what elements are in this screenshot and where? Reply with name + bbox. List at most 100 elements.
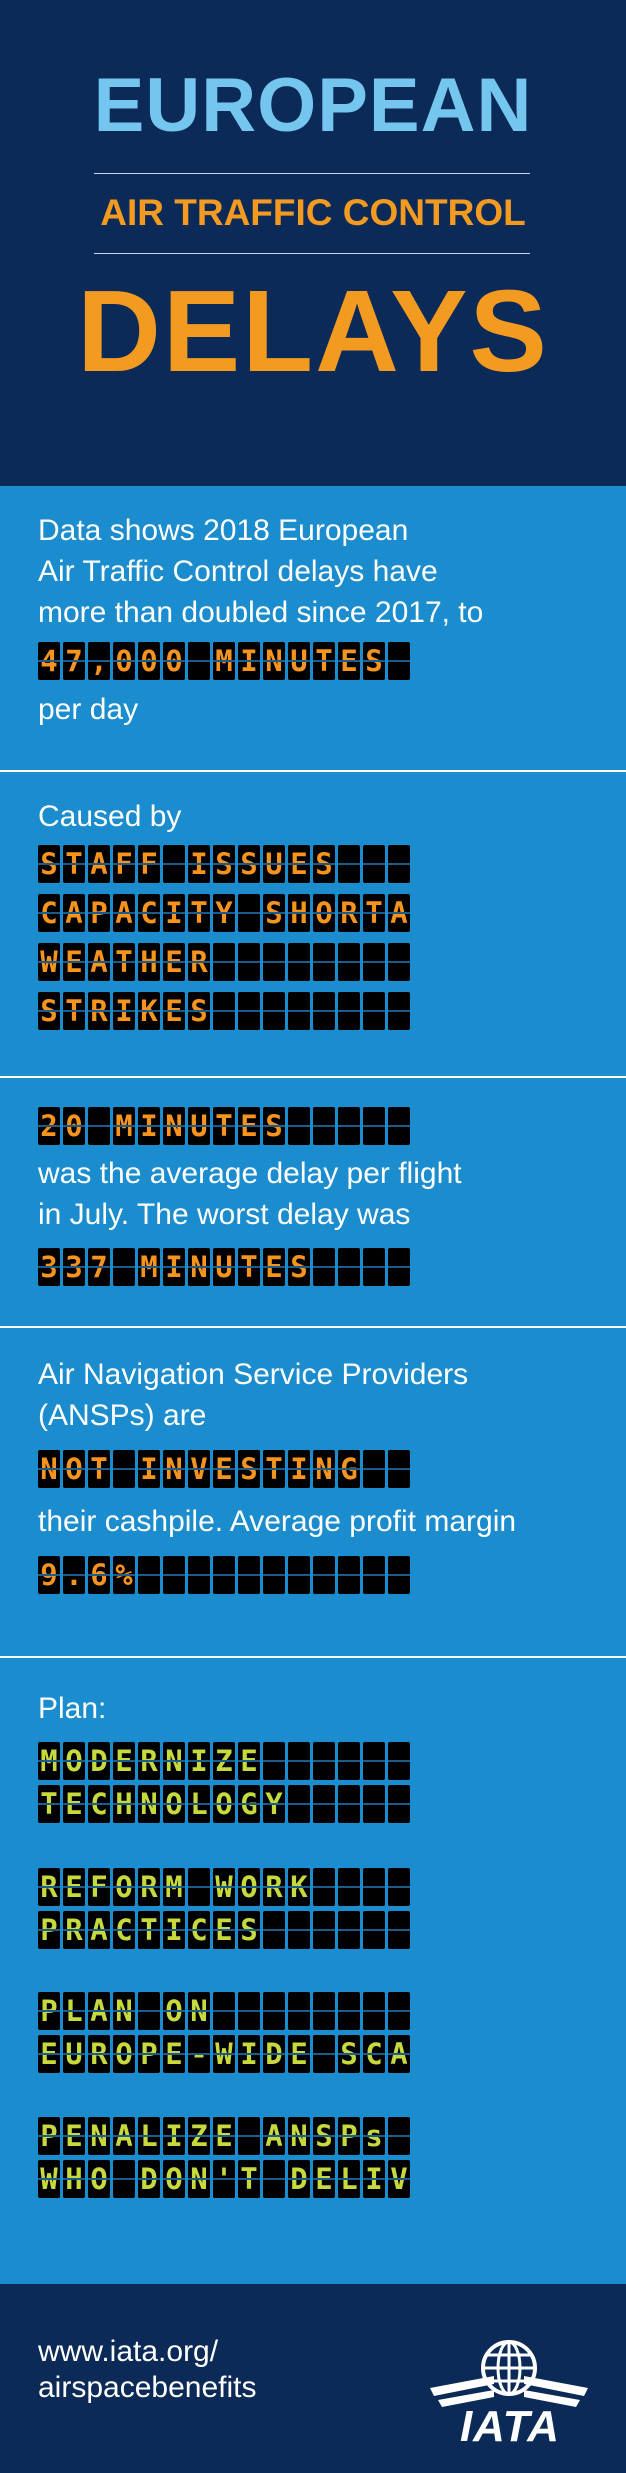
flap-cell xyxy=(338,1556,360,1594)
flap-cell: 3 xyxy=(63,1248,85,1286)
flap-cell: L xyxy=(63,1992,85,2030)
flap-cell: - xyxy=(188,2035,210,2073)
flap-cell xyxy=(313,1742,335,1780)
flap-cell: I xyxy=(363,2160,385,2198)
flap-cell: Y xyxy=(213,894,235,932)
flap-cell xyxy=(238,943,260,981)
flap-cell xyxy=(388,845,410,883)
flap-cell: N xyxy=(263,642,285,680)
flap-cell xyxy=(288,992,310,1030)
flap-cell: E xyxy=(163,943,185,981)
flap-cell xyxy=(238,1992,260,2030)
flap-cell: H xyxy=(288,894,310,932)
flap-cell: O xyxy=(213,1785,235,1823)
flap-cell xyxy=(363,1911,385,1949)
flap-cell xyxy=(388,1911,410,1949)
flap-cell: , xyxy=(88,642,110,680)
flap-cell xyxy=(388,642,410,680)
divider xyxy=(94,253,530,254)
flap-cell: R xyxy=(88,992,110,1030)
flap-cell: R xyxy=(188,943,210,981)
flap-cell xyxy=(113,2160,135,2198)
flap-cell: S xyxy=(288,1248,310,1286)
flap-cell: F xyxy=(88,1868,110,1906)
flap-cell xyxy=(363,1992,385,2030)
flap-cell xyxy=(388,1742,410,1780)
flap-cell: N xyxy=(188,1248,210,1286)
flap-cell: E xyxy=(338,642,360,680)
flap-cell: S xyxy=(188,992,210,1030)
flap-cell xyxy=(363,845,385,883)
flap-cell: U xyxy=(213,1248,235,1286)
flap-cell xyxy=(338,1992,360,2030)
flap-cell: Z xyxy=(213,1742,235,1780)
flap-cell xyxy=(88,1107,110,1145)
flap-cell xyxy=(313,1868,335,1906)
flap-cell: N xyxy=(188,1992,210,2030)
flap-cell: E xyxy=(213,1911,235,1949)
website-link[interactable]: www.iata.org/ xyxy=(38,2335,219,2368)
flap-cell: T xyxy=(263,1450,285,1488)
flap-cell: N xyxy=(163,1450,185,1488)
flap-cell: P xyxy=(138,2035,160,2073)
flap-cell: R xyxy=(263,1868,285,1906)
flap-cell: O xyxy=(63,1450,85,1488)
flap-cell: F xyxy=(138,845,160,883)
flap-cell: T xyxy=(63,845,85,883)
flap-cell: U xyxy=(288,642,310,680)
flap-cell xyxy=(313,1785,335,1823)
flap-cell xyxy=(163,845,185,883)
flap-cell: 0 xyxy=(113,642,135,680)
flap-cell xyxy=(338,1248,360,1286)
flap-cell xyxy=(288,1742,310,1780)
flap-cell: I xyxy=(238,2035,260,2073)
flap-cell: E xyxy=(213,1450,235,1488)
flap-cell: 4 xyxy=(38,642,60,680)
flap-cell: M xyxy=(138,1248,160,1286)
flap-cell xyxy=(288,1107,310,1145)
flap-cell: E xyxy=(63,1785,85,1823)
website-link-path[interactable]: airspacebenefits xyxy=(38,2371,257,2404)
flap-cell: A xyxy=(113,894,135,932)
flap-cell: O xyxy=(313,894,335,932)
flap-cell: H xyxy=(63,2160,85,2198)
flap-cell xyxy=(138,1992,160,2030)
flap-cell: P xyxy=(38,2117,60,2155)
flap-cell: A xyxy=(63,894,85,932)
flap-cell xyxy=(363,1450,385,1488)
flap-cell: E xyxy=(113,1742,135,1780)
flap-cell xyxy=(363,1248,385,1286)
flap-cell xyxy=(338,845,360,883)
flap-cell xyxy=(213,992,235,1030)
flap-cell: L xyxy=(338,2160,360,2198)
flap-cell: M xyxy=(38,1742,60,1780)
flap-cell xyxy=(363,1785,385,1823)
flap-cell xyxy=(363,1868,385,1906)
flap-cell: . xyxy=(63,1556,85,1594)
flap-cell: A xyxy=(113,2117,135,2155)
flap-cell: S xyxy=(363,642,385,680)
flap-cell xyxy=(313,1911,335,1949)
flap-cell: E xyxy=(263,1248,285,1286)
flap-cell: N xyxy=(38,1450,60,1488)
flap-cell xyxy=(288,1992,310,2030)
flap-cell: O xyxy=(113,2035,135,2073)
flap-cell: V xyxy=(388,2160,410,2198)
flap-cell: D xyxy=(88,1742,110,1780)
flap-cell xyxy=(288,943,310,981)
flap-cell xyxy=(388,1868,410,1906)
flap-cell: E xyxy=(213,2117,235,2155)
flap-cell: U xyxy=(263,845,285,883)
flap-cell: I xyxy=(288,1450,310,1488)
flap-cell: S xyxy=(238,845,260,883)
flap-cell: L xyxy=(138,2117,160,2155)
